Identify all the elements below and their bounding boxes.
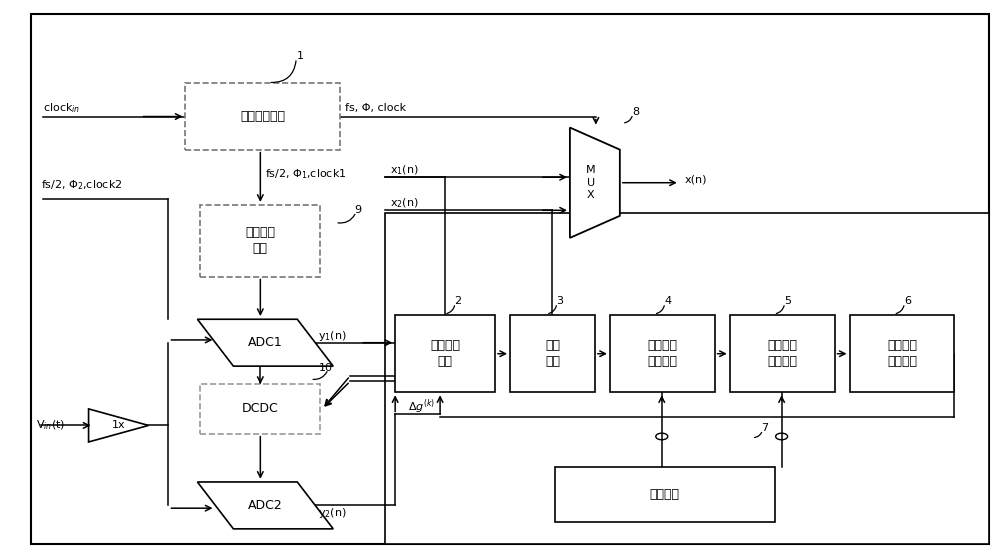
Polygon shape [197,482,333,529]
FancyBboxPatch shape [730,315,835,392]
Text: 7: 7 [761,423,768,433]
Polygon shape [197,319,333,366]
Text: x$_2$(n): x$_2$(n) [390,196,419,210]
Text: y$_2$(n): y$_2$(n) [318,505,347,520]
FancyBboxPatch shape [200,205,320,276]
Text: y$_1$(n): y$_1$(n) [318,328,347,342]
Text: $\Delta g^{(k)}$: $\Delta g^{(k)}$ [408,398,435,416]
FancyBboxPatch shape [510,315,595,392]
Text: V$_{in}$(t): V$_{in}$(t) [36,419,65,432]
Text: 6: 6 [904,296,911,306]
Text: 5: 5 [784,296,791,306]
Text: x$_1$(n): x$_1$(n) [390,163,419,177]
Text: 分段误差
估计单元: 分段误差 估计单元 [647,339,677,368]
Text: 缓存
单元: 缓存 单元 [545,339,560,368]
Text: 9: 9 [355,205,362,215]
FancyBboxPatch shape [850,315,954,392]
Text: 低通滤波
累加单元: 低通滤波 累加单元 [767,339,797,368]
Text: 固定时延
单元: 固定时延 单元 [245,226,275,255]
FancyBboxPatch shape [610,315,715,392]
Text: ADC2: ADC2 [248,499,283,512]
FancyBboxPatch shape [385,213,989,544]
Text: fs/2, Φ$_2$,clock2: fs/2, Φ$_2$,clock2 [41,179,122,192]
Text: 计数单元: 计数单元 [650,488,680,501]
Text: 4: 4 [664,296,671,306]
Text: ADC1: ADC1 [248,336,283,349]
Text: 时钟生成电路: 时钟生成电路 [240,110,285,123]
Text: fs, Φ, clock: fs, Φ, clock [345,103,406,113]
FancyBboxPatch shape [555,467,775,522]
Text: 3: 3 [556,296,563,306]
FancyBboxPatch shape [185,84,340,150]
Text: fs/2, Φ$_1$,clock1: fs/2, Φ$_1$,clock1 [265,167,347,181]
Polygon shape [570,128,620,238]
FancyBboxPatch shape [395,315,495,392]
Text: 校正参数
更新单元: 校正参数 更新单元 [887,339,917,368]
Text: 1x: 1x [112,420,125,430]
Text: x(n): x(n) [685,174,707,184]
FancyBboxPatch shape [31,14,989,544]
FancyBboxPatch shape [200,384,320,434]
Polygon shape [89,409,148,442]
Text: M
U
X: M U X [586,165,596,200]
Text: DCDC: DCDC [242,403,279,415]
Text: 1: 1 [297,51,304,61]
Text: 2: 2 [454,296,462,306]
Text: 10: 10 [319,363,333,373]
Text: 8: 8 [632,107,639,117]
Text: clock$_{in}$: clock$_{in}$ [43,101,80,115]
Text: 增益校正
单元: 增益校正 单元 [430,339,460,368]
